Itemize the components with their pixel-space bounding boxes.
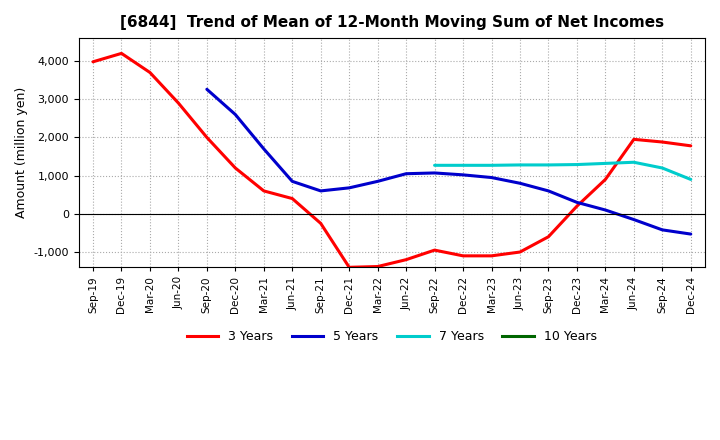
5 Years: [202, 87, 211, 92]
3 Years: [431, 247, 439, 253]
3 Years: [459, 253, 467, 258]
Y-axis label: Amount (million yen): Amount (million yen): [15, 87, 28, 218]
7 Years: [601, 161, 610, 166]
5 Years: [374, 179, 382, 184]
5 Years: [544, 188, 553, 194]
3 Years: [89, 59, 97, 64]
7 Years: [544, 162, 553, 168]
7 Years: [686, 177, 695, 182]
7 Years: [658, 165, 667, 171]
Line: 5 Years: 5 Years: [207, 89, 690, 234]
7 Years: [459, 163, 467, 168]
7 Years: [629, 160, 638, 165]
3 Years: [658, 139, 667, 145]
3 Years: [345, 265, 354, 270]
3 Years: [487, 253, 496, 258]
3 Years: [374, 264, 382, 269]
3 Years: [316, 221, 325, 226]
3 Years: [117, 51, 126, 56]
5 Years: [402, 171, 410, 176]
Line: 3 Years: 3 Years: [93, 53, 690, 268]
5 Years: [345, 185, 354, 191]
3 Years: [629, 137, 638, 142]
3 Years: [402, 257, 410, 262]
5 Years: [259, 146, 268, 151]
3 Years: [288, 196, 297, 201]
3 Years: [572, 204, 581, 209]
5 Years: [316, 188, 325, 194]
5 Years: [231, 112, 240, 117]
5 Years: [516, 181, 524, 186]
7 Years: [487, 163, 496, 168]
7 Years: [431, 163, 439, 168]
5 Years: [601, 207, 610, 213]
5 Years: [487, 175, 496, 180]
5 Years: [288, 179, 297, 184]
3 Years: [231, 165, 240, 171]
5 Years: [658, 227, 667, 232]
5 Years: [431, 170, 439, 176]
5 Years: [572, 200, 581, 205]
5 Years: [686, 231, 695, 237]
Title: [6844]  Trend of Mean of 12-Month Moving Sum of Net Incomes: [6844] Trend of Mean of 12-Month Moving …: [120, 15, 664, 30]
3 Years: [601, 177, 610, 182]
3 Years: [686, 143, 695, 148]
3 Years: [516, 249, 524, 255]
Line: 7 Years: 7 Years: [435, 162, 690, 180]
7 Years: [572, 162, 581, 167]
3 Years: [544, 234, 553, 239]
7 Years: [516, 162, 524, 168]
3 Years: [202, 135, 211, 140]
3 Years: [259, 188, 268, 194]
Legend: 3 Years, 5 Years, 7 Years, 10 Years: 3 Years, 5 Years, 7 Years, 10 Years: [182, 325, 602, 348]
5 Years: [459, 172, 467, 177]
3 Years: [145, 70, 154, 75]
5 Years: [629, 217, 638, 222]
3 Years: [174, 100, 183, 106]
